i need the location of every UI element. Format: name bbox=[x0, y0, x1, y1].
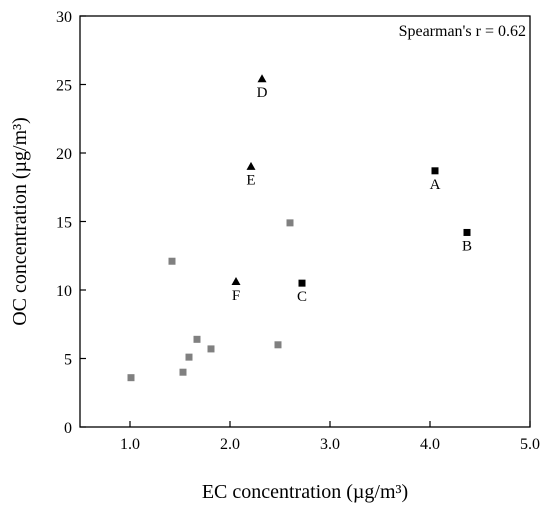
y-tick-label: 30 bbox=[56, 9, 72, 26]
y-tick-label: 15 bbox=[56, 215, 72, 232]
gray-square-point bbox=[207, 345, 215, 353]
spearman-annotation: Spearman's r = 0.62 bbox=[399, 23, 526, 40]
gray-square-point bbox=[179, 368, 187, 376]
point-label: D bbox=[257, 85, 268, 101]
y-tick-label: 20 bbox=[56, 146, 72, 163]
x-tick-label: 5.0 bbox=[520, 436, 540, 453]
triangle-point bbox=[246, 161, 256, 170]
x-tick-label: 4.0 bbox=[420, 436, 440, 453]
triangle-point bbox=[257, 74, 267, 83]
point-label: B bbox=[462, 238, 472, 254]
black-square-point bbox=[431, 167, 439, 175]
point-label: F bbox=[232, 288, 240, 304]
data-points: A B C D E F bbox=[127, 74, 472, 382]
black-square-point bbox=[463, 228, 471, 236]
gray-square-point bbox=[274, 341, 282, 349]
gray-square-point bbox=[127, 374, 135, 382]
point-label: A bbox=[430, 177, 441, 193]
x-tick-label: 1.0 bbox=[120, 436, 140, 453]
gray-square-point bbox=[193, 335, 201, 343]
triangle-point bbox=[231, 276, 241, 285]
gray-square-point bbox=[286, 219, 294, 227]
black-square-point bbox=[298, 279, 306, 287]
y-tick-label: 10 bbox=[56, 283, 72, 300]
plot-area: 1.0 2.0 3.0 4.0 5.0 0 5 10 15 20 25 30 bbox=[56, 9, 540, 453]
gray-square-point bbox=[185, 353, 193, 361]
gray-square-point bbox=[168, 257, 176, 265]
plot-frame bbox=[79, 15, 531, 428]
y-axis-title: OC concentration (µg/m³) bbox=[9, 117, 31, 326]
x-tick-label: 3.0 bbox=[320, 436, 340, 453]
point-label: C bbox=[297, 289, 307, 305]
y-tick-label: 0 bbox=[64, 420, 72, 437]
x-axis-title: EC concentration (µg/m³) bbox=[202, 481, 408, 503]
x-tick-label: 2.0 bbox=[220, 436, 240, 453]
point-label: E bbox=[246, 173, 255, 189]
y-tick-label: 25 bbox=[56, 78, 72, 95]
y-tick-label: 5 bbox=[64, 352, 72, 369]
